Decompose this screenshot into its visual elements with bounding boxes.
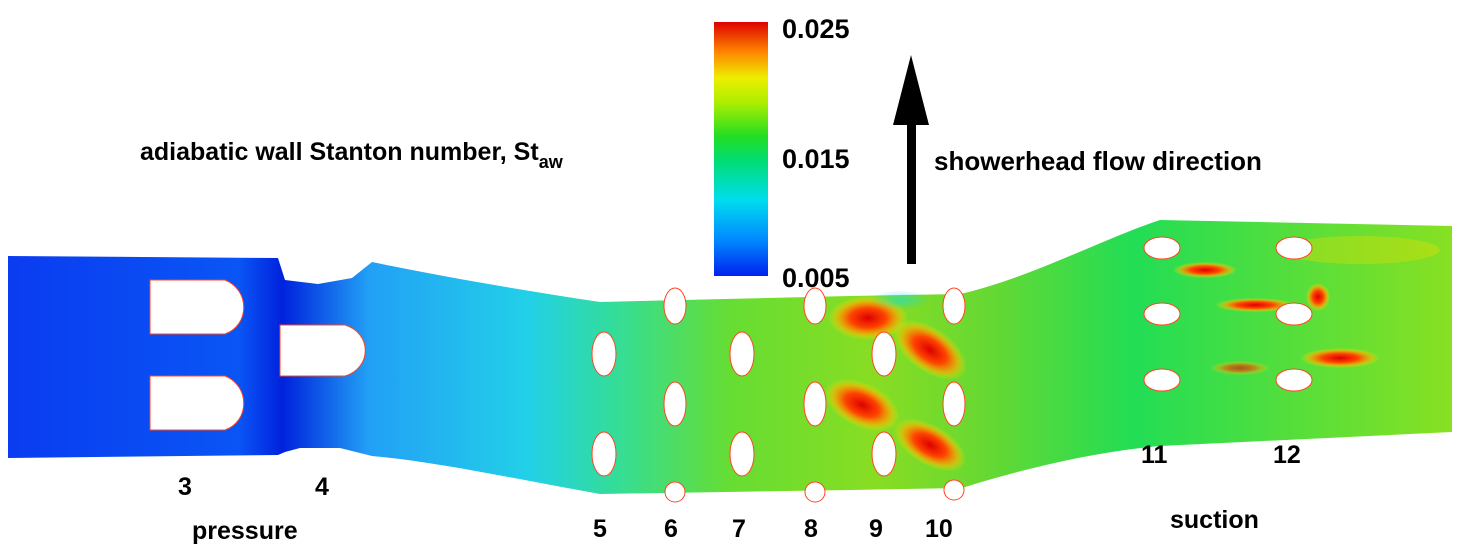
hot-spot xyxy=(1300,348,1380,368)
cooling-hole xyxy=(1275,236,1313,260)
cooling-holes xyxy=(149,236,1313,503)
hot-spot xyxy=(893,418,967,472)
row-label-9: 9 xyxy=(869,515,883,543)
arrow-shaft xyxy=(907,118,916,264)
colorbar-gradient xyxy=(714,22,768,276)
hot-spot xyxy=(824,378,900,432)
arrow-label: showerhead flow direction xyxy=(934,146,1262,176)
hot-spot xyxy=(1215,298,1295,312)
row-labels: 3 4 5 6 7 8 9 10 11 12 xyxy=(178,441,1301,543)
cooling-hole xyxy=(663,287,687,325)
cooling-hole xyxy=(942,287,966,325)
colorbar: 0.025 0.015 0.005 xyxy=(714,14,850,293)
cooling-hole xyxy=(871,331,897,377)
cooling-hole xyxy=(664,481,686,503)
cooling-hole xyxy=(729,331,755,377)
cooling-hole xyxy=(803,287,827,325)
hot-spot xyxy=(1173,262,1237,278)
colorbar-min-label: 0.005 xyxy=(782,263,850,293)
title-text: adiabatic wall Stanton number, St xyxy=(140,138,539,166)
row-label-3: 3 xyxy=(178,473,192,501)
suction-side-label: suction xyxy=(1170,506,1259,534)
hot-spot xyxy=(1306,283,1330,311)
cooling-hole xyxy=(942,381,966,427)
cooling-hole xyxy=(871,431,897,477)
arrow-head xyxy=(893,55,929,125)
cooling-hole xyxy=(804,481,826,503)
title-subscript: aw xyxy=(539,152,564,172)
row-label-10: 10 xyxy=(925,515,953,543)
row-label-8: 8 xyxy=(804,515,818,543)
cooling-hole xyxy=(729,431,755,477)
cooling-hole xyxy=(149,279,245,335)
flow-direction-arrow-icon xyxy=(893,55,929,264)
colorbar-max-label: 0.025 xyxy=(782,14,850,44)
cooling-hole xyxy=(1143,302,1181,326)
cooling-hole xyxy=(943,479,965,501)
figure-title: adiabatic wall Stanton number, Staw xyxy=(140,138,564,172)
row-label-6: 6 xyxy=(664,515,678,543)
cooling-hole xyxy=(591,331,617,377)
cooling-hole xyxy=(591,431,617,477)
row-label-7: 7 xyxy=(732,515,746,543)
row-label-4: 4 xyxy=(315,473,329,501)
hot-spot xyxy=(1210,361,1270,375)
cooling-hole xyxy=(1275,302,1313,326)
heat-transfer-hot-spots xyxy=(824,236,1440,472)
cooling-hole xyxy=(279,324,366,377)
cooling-hole xyxy=(1275,368,1313,392)
cooling-hole xyxy=(1143,236,1181,260)
cooling-hole xyxy=(1143,368,1181,392)
cooling-hole xyxy=(663,381,687,427)
row-label-12: 12 xyxy=(1273,441,1301,469)
cool-spot xyxy=(870,290,930,310)
pressure-side-label: pressure xyxy=(192,517,298,545)
row-label-5: 5 xyxy=(593,515,607,543)
cooling-hole xyxy=(149,375,245,431)
cooling-hole xyxy=(803,381,827,427)
hot-spot xyxy=(1280,236,1440,264)
row-label-11: 11 xyxy=(1141,441,1168,469)
colorbar-mid-label: 0.015 xyxy=(782,144,850,174)
hot-spot xyxy=(893,319,967,381)
